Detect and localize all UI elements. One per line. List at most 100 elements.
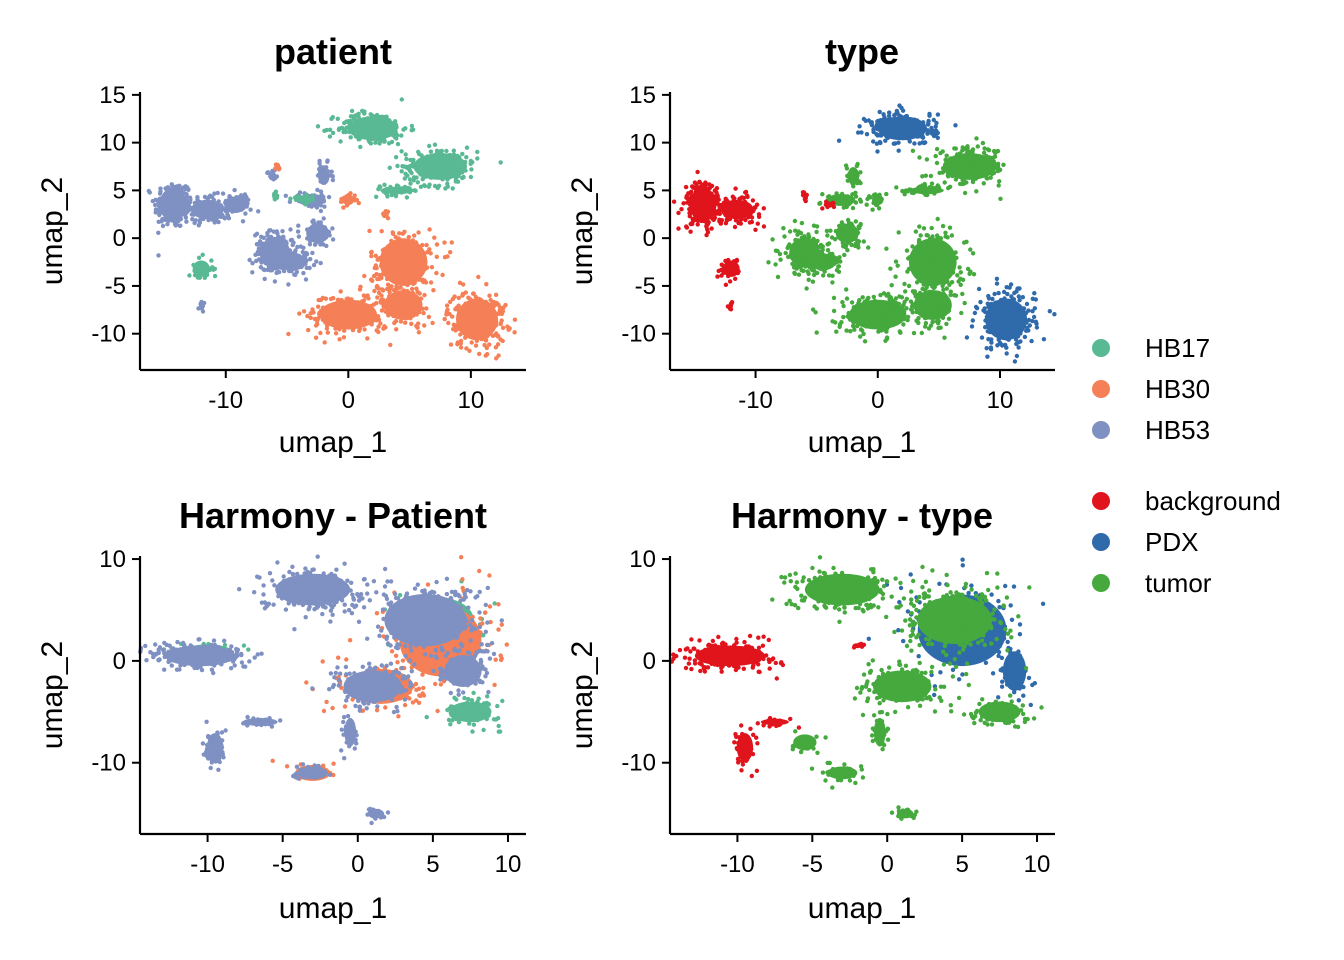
axes: -10 -5 0 5 10 -10 0 10 bbox=[91, 546, 526, 878]
scatter-cluster bbox=[430, 274, 518, 361]
legend-key-tumor bbox=[1092, 574, 1110, 592]
x-tick-label: -5 bbox=[272, 851, 293, 878]
scatter-points bbox=[669, 555, 1046, 821]
y-tick-label: 10 bbox=[629, 130, 656, 157]
scatter-points bbox=[671, 103, 1057, 364]
x-axis-label: umap_1 bbox=[279, 892, 387, 925]
series-pdx bbox=[836, 103, 1057, 364]
legend-key-hb17 bbox=[1092, 339, 1110, 357]
scatter-cluster bbox=[809, 760, 866, 790]
series-hb17 bbox=[187, 97, 503, 280]
scatter-cluster bbox=[315, 158, 336, 194]
x-axis-label: umap_1 bbox=[808, 892, 916, 925]
scatter-cluster bbox=[374, 181, 424, 200]
scatter-cluster bbox=[671, 169, 728, 238]
scatter-cluster bbox=[884, 216, 977, 306]
y-tick-label: 10 bbox=[99, 546, 126, 573]
y-tick-label: -10 bbox=[621, 321, 656, 348]
legend-key-hb30 bbox=[1092, 380, 1110, 398]
x-tick-label: -10 bbox=[720, 851, 755, 878]
scatter-cluster bbox=[701, 186, 767, 232]
scatter-cluster bbox=[892, 564, 1032, 675]
scatter-cluster bbox=[824, 217, 871, 258]
y-axis-label: umap_2 bbox=[566, 177, 599, 285]
series-tumor bbox=[770, 555, 1044, 821]
scatter-cluster bbox=[424, 690, 505, 734]
axes: -10 0 10 -10 -5 0 5 10 15 bbox=[91, 82, 526, 414]
scatter-points bbox=[138, 554, 509, 826]
scatter-cluster bbox=[296, 216, 336, 250]
x-tick-label: 0 bbox=[881, 851, 894, 878]
x-tick-label: 10 bbox=[1024, 851, 1051, 878]
scatter-cluster bbox=[910, 136, 1006, 201]
scatter-cluster bbox=[288, 192, 315, 207]
legend-label: tumor bbox=[1145, 568, 1212, 598]
y-tick-label: 0 bbox=[643, 648, 656, 675]
scatter-cluster bbox=[196, 299, 207, 314]
y-tick-label: 0 bbox=[113, 225, 126, 252]
y-tick-label: 5 bbox=[113, 177, 126, 204]
scatter-cluster bbox=[990, 632, 1038, 708]
legend-label: HB30 bbox=[1145, 374, 1210, 404]
scatter-cluster bbox=[794, 244, 843, 285]
legend-label: HB53 bbox=[1145, 415, 1210, 445]
scatter-cluster bbox=[820, 199, 837, 211]
x-tick-label: 5 bbox=[426, 851, 439, 878]
scatter-points bbox=[146, 97, 518, 361]
series-background bbox=[671, 169, 837, 312]
legend: HB17 HB30 HB53 background PDX tumor bbox=[1092, 333, 1281, 598]
scatter-cluster bbox=[310, 661, 414, 715]
scatter-cluster bbox=[725, 300, 735, 312]
scatter-cluster bbox=[800, 190, 809, 204]
y-tick-label: 10 bbox=[99, 130, 126, 157]
scatter-cluster bbox=[901, 273, 967, 340]
x-tick-label: -10 bbox=[208, 387, 243, 414]
series-hb53 bbox=[146, 158, 336, 314]
x-tick-label: -10 bbox=[738, 387, 773, 414]
y-tick-label: 0 bbox=[643, 225, 656, 252]
x-axis-label: umap_1 bbox=[279, 426, 387, 459]
scatter-cluster bbox=[810, 281, 953, 344]
x-tick-label: 10 bbox=[987, 387, 1014, 414]
panel-title: Harmony - type bbox=[731, 495, 993, 536]
y-tick-label: -5 bbox=[635, 273, 656, 300]
scatter-cluster bbox=[215, 187, 261, 224]
panel-type: type umap_1 umap_2 -10 0 10 -10 -5 0 5 10 15 bbox=[566, 31, 1057, 459]
x-tick-label: 10 bbox=[495, 851, 522, 878]
scatter-cluster bbox=[715, 257, 741, 287]
scatter-cluster bbox=[377, 142, 503, 192]
scatter-cluster bbox=[339, 708, 363, 761]
y-tick-label: -10 bbox=[91, 750, 126, 777]
axes: -10 0 10 -10 -5 0 5 10 15 bbox=[621, 82, 1055, 414]
scatter-cluster bbox=[889, 805, 919, 821]
scatter-cluster bbox=[894, 181, 944, 198]
scatter-cluster bbox=[964, 276, 1057, 364]
x-tick-label: 5 bbox=[955, 851, 968, 878]
panel-title: type bbox=[825, 31, 899, 72]
y-tick-label: -10 bbox=[91, 321, 126, 348]
x-tick-label: -5 bbox=[802, 851, 823, 878]
scatter-cluster bbox=[237, 554, 394, 632]
y-axis-label: umap_2 bbox=[36, 641, 69, 749]
legend-label: background bbox=[1145, 486, 1281, 516]
scatter-cluster bbox=[843, 161, 863, 199]
x-tick-label: -10 bbox=[190, 851, 225, 878]
axes: -10 -5 0 5 10 -10 0 10 bbox=[621, 546, 1055, 878]
scatter-cluster bbox=[732, 723, 760, 779]
scatter-cluster bbox=[669, 633, 786, 681]
panel-title: patient bbox=[274, 31, 392, 72]
y-tick-label: 5 bbox=[643, 177, 656, 204]
x-tick-label: 0 bbox=[342, 387, 355, 414]
scatter-cluster bbox=[365, 806, 391, 826]
scatter-cluster bbox=[138, 637, 264, 676]
scatter-cluster bbox=[187, 252, 218, 280]
scatter-cluster bbox=[949, 693, 1044, 730]
legend-label: PDX bbox=[1145, 527, 1198, 557]
series-hb53 bbox=[138, 554, 504, 826]
y-tick-label: -10 bbox=[621, 750, 656, 777]
y-tick-label: 10 bbox=[629, 546, 656, 573]
scatter-cluster bbox=[273, 162, 282, 172]
panel-harmony-patient: Harmony - Patient umap_1 umap_2 -10 -5 0 5 1… bbox=[36, 495, 526, 925]
y-tick-label: -5 bbox=[105, 273, 126, 300]
